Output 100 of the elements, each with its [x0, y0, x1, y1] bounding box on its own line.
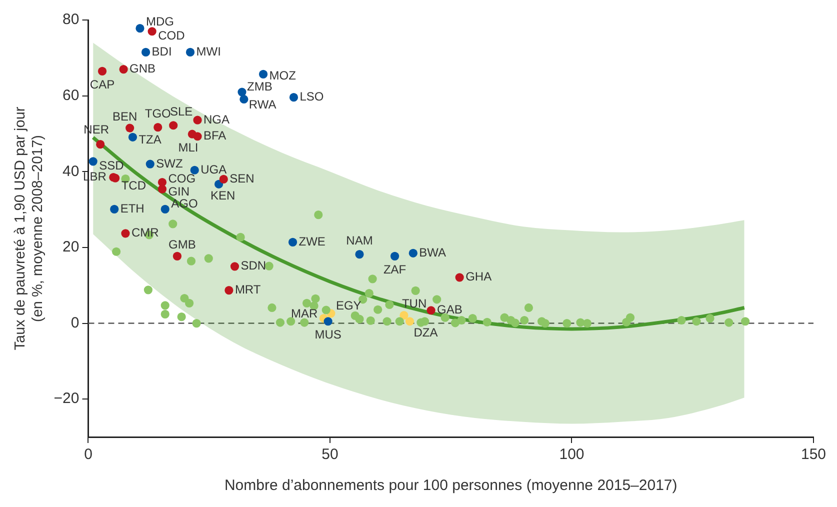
x-tick-label: 100: [559, 446, 584, 464]
point: [368, 274, 377, 284]
point: [186, 48, 195, 57]
point: [230, 262, 240, 271]
point: [172, 252, 182, 260]
annotation: SDN: [240, 258, 266, 273]
point: [193, 132, 202, 141]
x-tick-label: 50: [322, 446, 338, 464]
annotation: BFA: [204, 128, 226, 143]
point: [186, 256, 196, 266]
annotation: SEN: [230, 172, 254, 186]
x-tick-label: 0: [84, 446, 92, 464]
point: [148, 27, 156, 36]
point: [677, 316, 686, 325]
point: [136, 24, 144, 33]
annotation: GAB: [437, 302, 462, 317]
point: [300, 318, 309, 327]
y-tick-label: −20: [54, 390, 80, 408]
point: [364, 289, 374, 298]
y-axis-title: Taux de pauvreté à 1,90 USD par jour (en %, moyenne 2008–2017): [12, 106, 46, 350]
point: [141, 48, 150, 57]
point: [112, 247, 121, 256]
y-tick-label: 80: [62, 11, 80, 28]
annotation: UGA: [200, 162, 227, 176]
point: [626, 313, 635, 322]
point: [426, 306, 436, 315]
point: [98, 66, 107, 76]
point: [154, 122, 162, 132]
point: [582, 318, 592, 328]
annotation: ZAF: [383, 262, 406, 276]
point: [110, 204, 119, 214]
point: [160, 204, 170, 214]
y-tick-label: 40: [62, 162, 80, 180]
point: [168, 220, 178, 228]
annotation: MLI: [178, 140, 198, 154]
point: [240, 94, 248, 104]
point: [128, 132, 138, 142]
point: [724, 318, 734, 327]
point: [258, 70, 268, 79]
annotation: ZWE: [298, 234, 326, 248]
point: [455, 273, 464, 282]
point: [324, 317, 332, 326]
point: [238, 88, 246, 96]
annotation: GMB: [168, 237, 196, 252]
point: [264, 262, 274, 270]
y-tick-label: 0: [70, 314, 80, 332]
point: [390, 252, 400, 260]
point: [224, 286, 234, 295]
annotation: BEN: [112, 109, 138, 124]
annotation: MAR: [291, 306, 318, 321]
annotation: BWA: [419, 245, 446, 260]
point: [160, 301, 170, 310]
point: [177, 312, 186, 322]
point: [302, 298, 312, 308]
annotation: BDI: [152, 44, 172, 59]
point: [706, 314, 714, 323]
annotation: MWI: [196, 44, 221, 59]
point: [192, 318, 201, 328]
annotation: CMR: [131, 226, 160, 240]
annotation: MUS: [314, 328, 342, 342]
annotation: CAP: [90, 77, 115, 92]
point: [288, 238, 298, 246]
point: [276, 318, 284, 327]
point: [432, 295, 442, 304]
point: [160, 310, 170, 318]
annotation: MRT: [234, 282, 262, 297]
point: [540, 318, 550, 328]
x-axis-title: Nombre d’abonnements pour 100 personnes (moyenne 2015–2017): [224, 477, 678, 494]
y-tick-label: 60: [62, 86, 80, 104]
point: [314, 210, 323, 220]
annotation: NAM: [346, 234, 373, 248]
annotation: COD: [158, 28, 186, 43]
annotation: COG: [168, 172, 196, 186]
point: [562, 318, 572, 328]
annotation: SLE: [170, 104, 193, 119]
point: [374, 305, 382, 314]
annotation: KEN: [210, 188, 236, 202]
annotation: GIN: [168, 184, 190, 198]
annotation: TZA: [138, 132, 162, 146]
point: [482, 318, 492, 326]
annotation: RWA: [248, 98, 276, 112]
point: [355, 314, 364, 324]
point: [400, 311, 408, 320]
point: [96, 140, 105, 149]
annotation: TCD: [121, 178, 146, 192]
x-tick-label: 150: [800, 446, 826, 464]
point: [119, 64, 128, 74]
point: [524, 303, 534, 312]
point: [411, 286, 420, 295]
point: [286, 317, 296, 326]
point: [355, 250, 364, 259]
point: [311, 294, 320, 303]
point: [88, 157, 98, 166]
point: [468, 314, 477, 323]
annotation: TGO: [144, 106, 171, 121]
annotation: GHA: [466, 270, 492, 284]
annotation: TUN: [402, 296, 427, 311]
point: [289, 93, 298, 102]
point: [457, 316, 466, 325]
annotation: MDG: [146, 14, 174, 29]
